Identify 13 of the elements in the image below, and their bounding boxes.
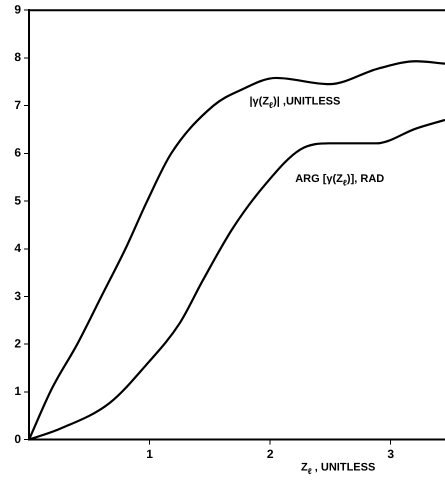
x-tick-label: 1 <box>146 447 154 462</box>
x-tick-label: 3 <box>387 447 394 462</box>
y-tick-label: 2 <box>14 336 22 350</box>
y-tick-label: 8 <box>14 50 22 64</box>
y-tick-label: 6 <box>14 146 22 160</box>
y-tick-label: 1 <box>14 384 22 398</box>
y-tick-label: 9 <box>14 2 22 17</box>
y-tick-label: 3 <box>14 288 22 303</box>
y-tick-label: 4 <box>14 241 22 256</box>
y-tick-label: 7 <box>14 98 22 112</box>
y-tick-label: 5 <box>14 193 22 208</box>
x-tick-label: 2 <box>266 447 274 462</box>
y-tick-label: 0 <box>14 432 22 446</box>
